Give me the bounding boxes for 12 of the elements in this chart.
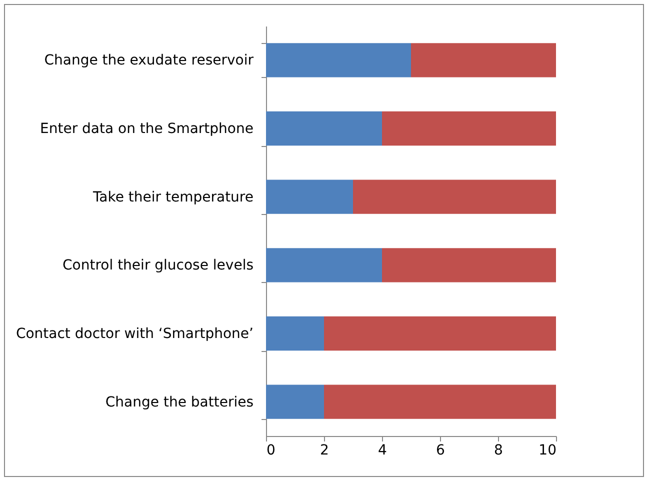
y-tick-label: Control their glucose levels bbox=[62, 258, 254, 274]
y-tick-label: Enter data on the Smartphone bbox=[40, 121, 254, 137]
y-tick-label: Take their temperature bbox=[92, 189, 254, 206]
y-tick-label: Change the exudate reservoir bbox=[44, 52, 254, 69]
y-tick-label: Contact doctor with ‘Smartphone’ bbox=[16, 326, 254, 342]
x-tick-label: 8 bbox=[494, 442, 503, 458]
x-tick-label: 10 bbox=[538, 442, 556, 458]
x-tick-label: 6 bbox=[436, 442, 446, 458]
x-tick-label: 2 bbox=[320, 442, 329, 458]
x-tick-label: 4 bbox=[378, 442, 388, 458]
x-tick-label: 0 bbox=[266, 442, 276, 458]
y-tick-label: Change the batteries bbox=[105, 394, 254, 410]
